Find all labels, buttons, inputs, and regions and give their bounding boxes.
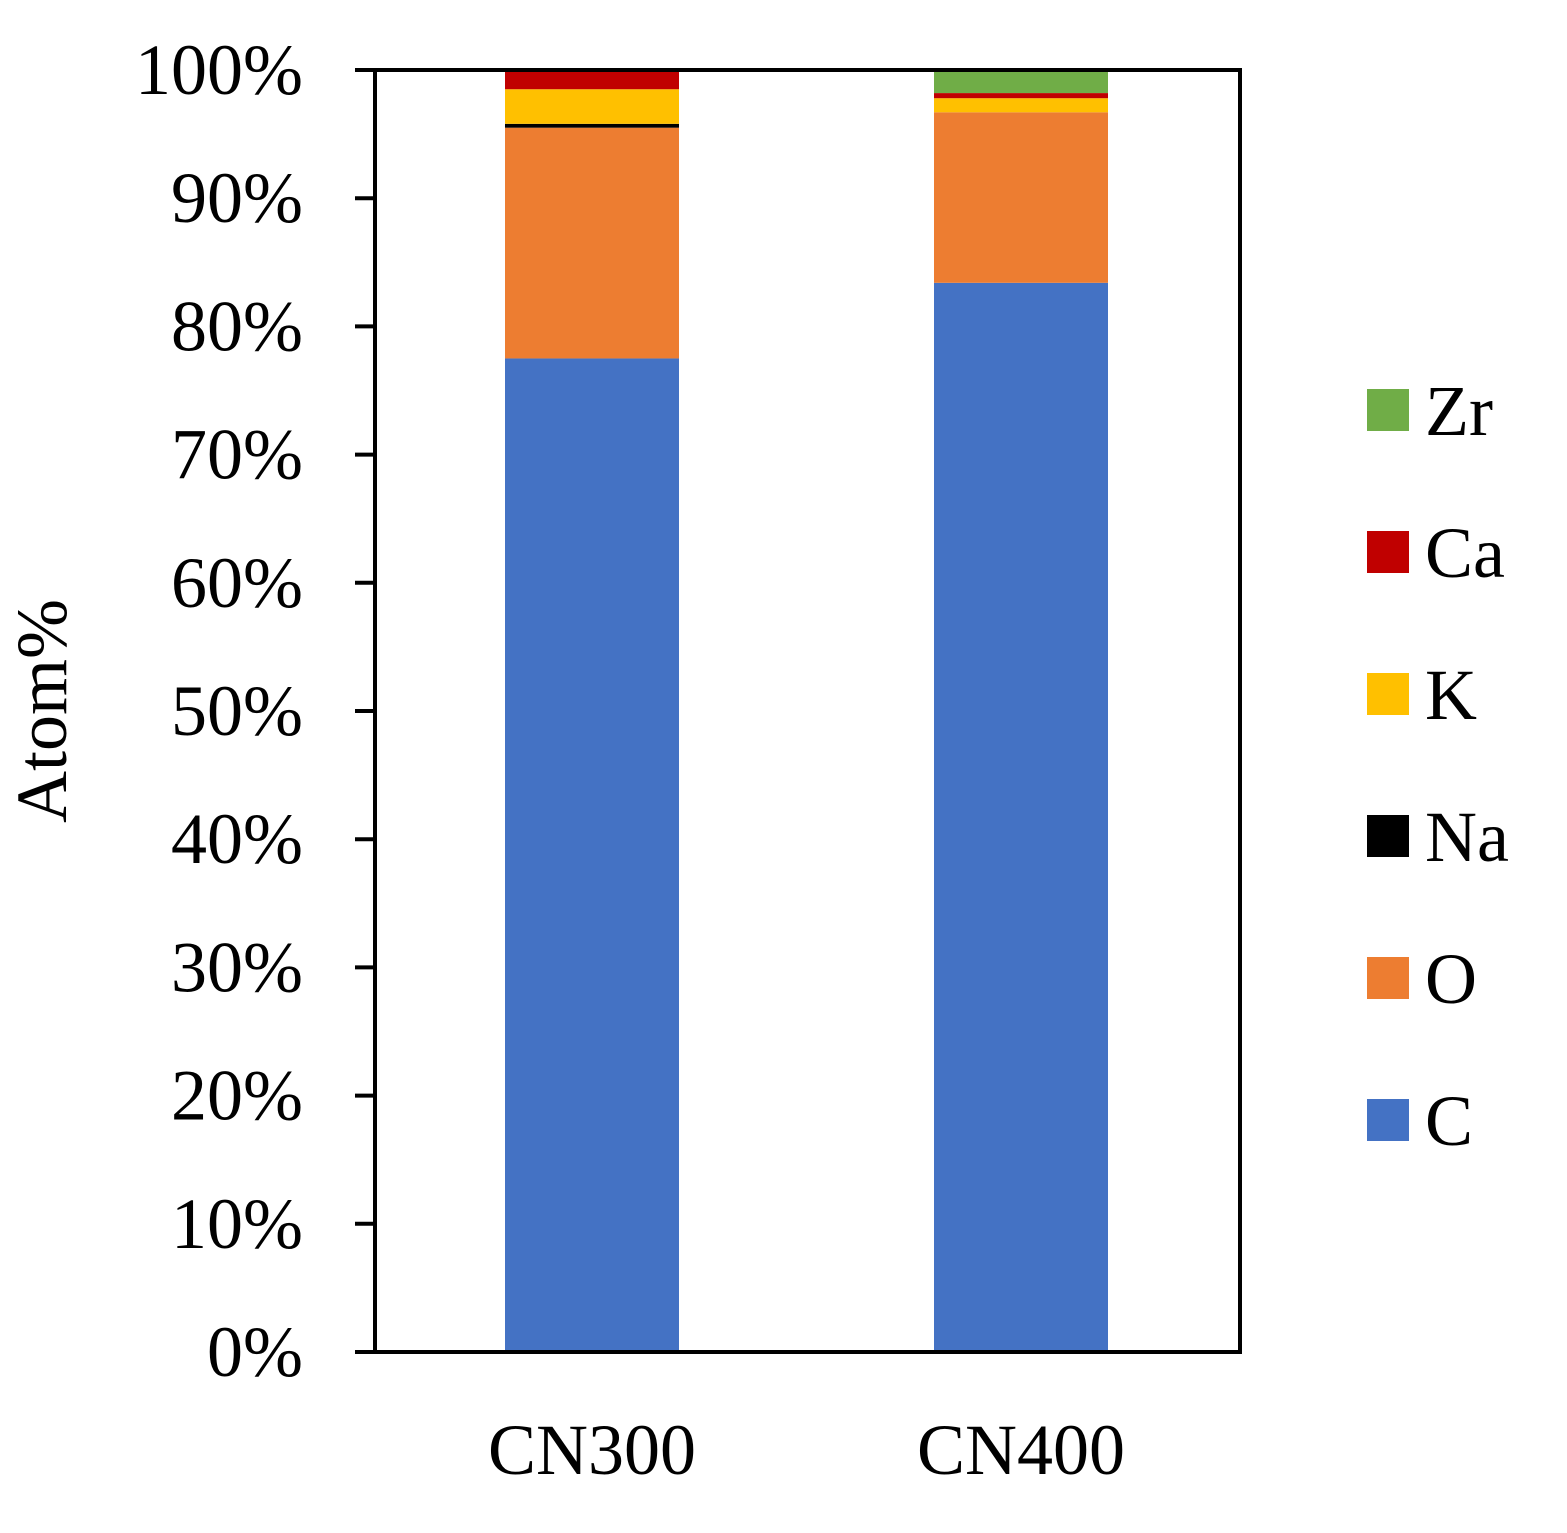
bar-segment-cn300-ca [505, 70, 679, 90]
legend-swatch-c [1367, 1099, 1409, 1141]
legend-label-na: Na [1425, 797, 1509, 877]
bars-layer [505, 70, 1108, 1352]
bar-segment-cn300-na [505, 123, 679, 128]
legend-item-ca: Ca [1367, 513, 1505, 593]
y-tick-label: 0% [207, 1312, 303, 1392]
bar-segment-cn400-zr [934, 70, 1108, 94]
legend-item-o: O [1367, 939, 1477, 1019]
y-tick-label: 50% [171, 671, 303, 751]
legend-swatch-o [1367, 957, 1409, 999]
legend-item-na: Na [1367, 797, 1509, 877]
legend-swatch-k [1367, 673, 1409, 715]
legend-label-o: O [1425, 939, 1477, 1019]
bar-segment-cn300-k [505, 89, 679, 124]
legend-item-c: C [1367, 1081, 1473, 1161]
x-tick-label-cn400: CN400 [917, 1410, 1125, 1490]
bar-segment-cn400-c [934, 282, 1108, 1352]
legend: Zr Ca K Na OC [1367, 371, 1509, 1161]
legend-item-k: K [1367, 655, 1477, 735]
bar-segment-cn400-o [934, 112, 1108, 283]
legend-label-zr: Zr [1425, 371, 1493, 451]
y-axis: 0% 10% 20% 30% 40% 50% 60% 70% 80% 90% 100% [135, 30, 375, 1392]
legend-swatch-na [1367, 815, 1409, 857]
bar-segment-cn300-o [505, 127, 679, 359]
y-tick-label: 70% [171, 415, 303, 495]
y-tick-label: 40% [171, 799, 303, 879]
y-tick-label: 10% [171, 1184, 303, 1264]
legend-label-ca: Ca [1425, 513, 1505, 593]
legend-item-zr: Zr [1367, 371, 1493, 451]
bar-segment-cn400-ca [934, 93, 1108, 99]
y-tick-label: 100% [135, 30, 303, 110]
x-tick-label-cn300: CN300 [488, 1410, 696, 1490]
y-tick-label: 30% [171, 927, 303, 1007]
bar-segment-cn400-k [934, 98, 1108, 113]
y-tick-label: 80% [171, 286, 303, 366]
bar-segment-cn300-c [505, 358, 679, 1352]
legend-swatch-zr [1367, 389, 1409, 431]
y-tick-label: 90% [171, 158, 303, 238]
x-axis: CN300 CN400 [488, 1410, 1125, 1490]
y-tick-label: 60% [171, 543, 303, 623]
legend-swatch-ca [1367, 531, 1409, 573]
y-axis-title: Atom% [2, 599, 82, 823]
y-tick-label: 20% [171, 1056, 303, 1136]
plot-area-frame [373, 68, 1242, 1354]
legend-label-k: K [1425, 655, 1477, 735]
legend-label-c: C [1425, 1081, 1473, 1161]
